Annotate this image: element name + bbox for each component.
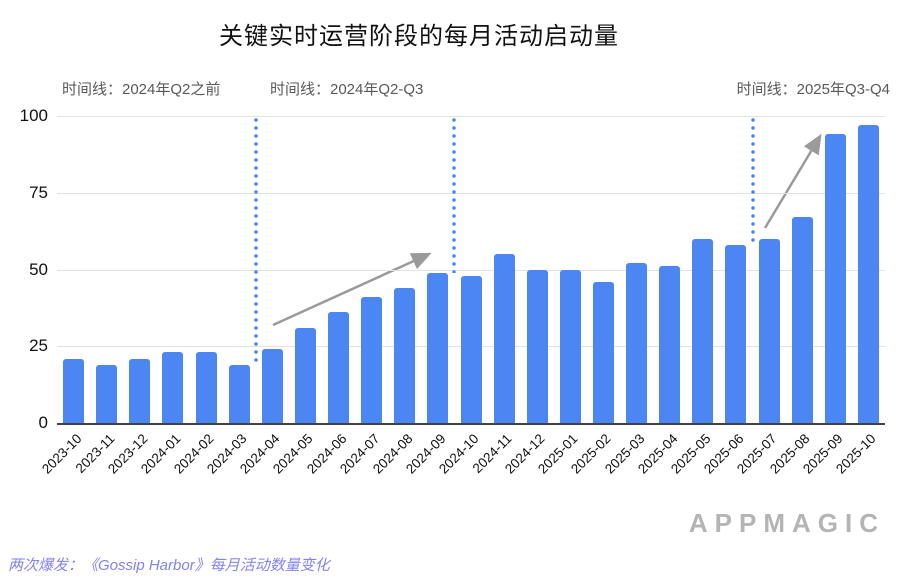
phase-label-2025q3-q4: 时间线：2025年Q3-Q4 [736, 81, 890, 98]
chart-title: 关键实时运营阶段的每月活动启动量 [219, 23, 619, 50]
phase-divider-line [253, 116, 258, 365]
bar [460, 275, 482, 423]
y-tick-label: 25 [29, 336, 48, 356]
bar [228, 364, 250, 423]
bar [592, 281, 614, 423]
gridline [57, 116, 885, 117]
phase-divider-line [452, 116, 457, 273]
appmagic-logo: APPMAGIC [688, 508, 885, 538]
y-tick-label: 100 [19, 106, 48, 125]
bar [758, 238, 780, 423]
bar [361, 297, 383, 423]
y-tick-label: 75 [29, 182, 48, 202]
x-axis-labels: 2023-10 2023-11 2023-12 2024-01 2024-02 2024-… [39, 425, 885, 515]
phase-label-before-2024q2: 时间线：2024年Q2之前 [62, 81, 221, 98]
bar [857, 125, 879, 423]
bar [294, 327, 316, 423]
bar [725, 244, 747, 423]
bar [162, 352, 184, 423]
bar [63, 358, 85, 423]
bar [692, 238, 714, 423]
gridline [57, 269, 885, 271]
bar [427, 272, 449, 423]
bar [328, 312, 350, 423]
caption: 两次爆发：《Gossip Harbor》每月活动数量变化 [8, 557, 330, 574]
bar [824, 134, 846, 423]
bar [129, 358, 151, 423]
phase-divider-line [750, 116, 755, 245]
bar [659, 266, 681, 423]
bar [261, 349, 283, 423]
bar [195, 352, 217, 423]
plot-area [57, 116, 885, 425]
bar [559, 269, 581, 423]
trend-arrow [763, 133, 822, 229]
y-tick-label: 50 [29, 259, 48, 279]
bar [526, 269, 548, 423]
bar [626, 263, 648, 423]
bar [394, 287, 416, 423]
y-axis-labels: 0 25 50 75 100 [0, 106, 48, 432]
phase-label-2024q2-q3: 时间线：2024年Q2-Q3 [270, 81, 424, 98]
gridline [57, 192, 885, 194]
bar [96, 364, 118, 423]
bar [493, 254, 515, 423]
y-tick-label: 0 [38, 413, 48, 432]
bar [791, 217, 813, 423]
